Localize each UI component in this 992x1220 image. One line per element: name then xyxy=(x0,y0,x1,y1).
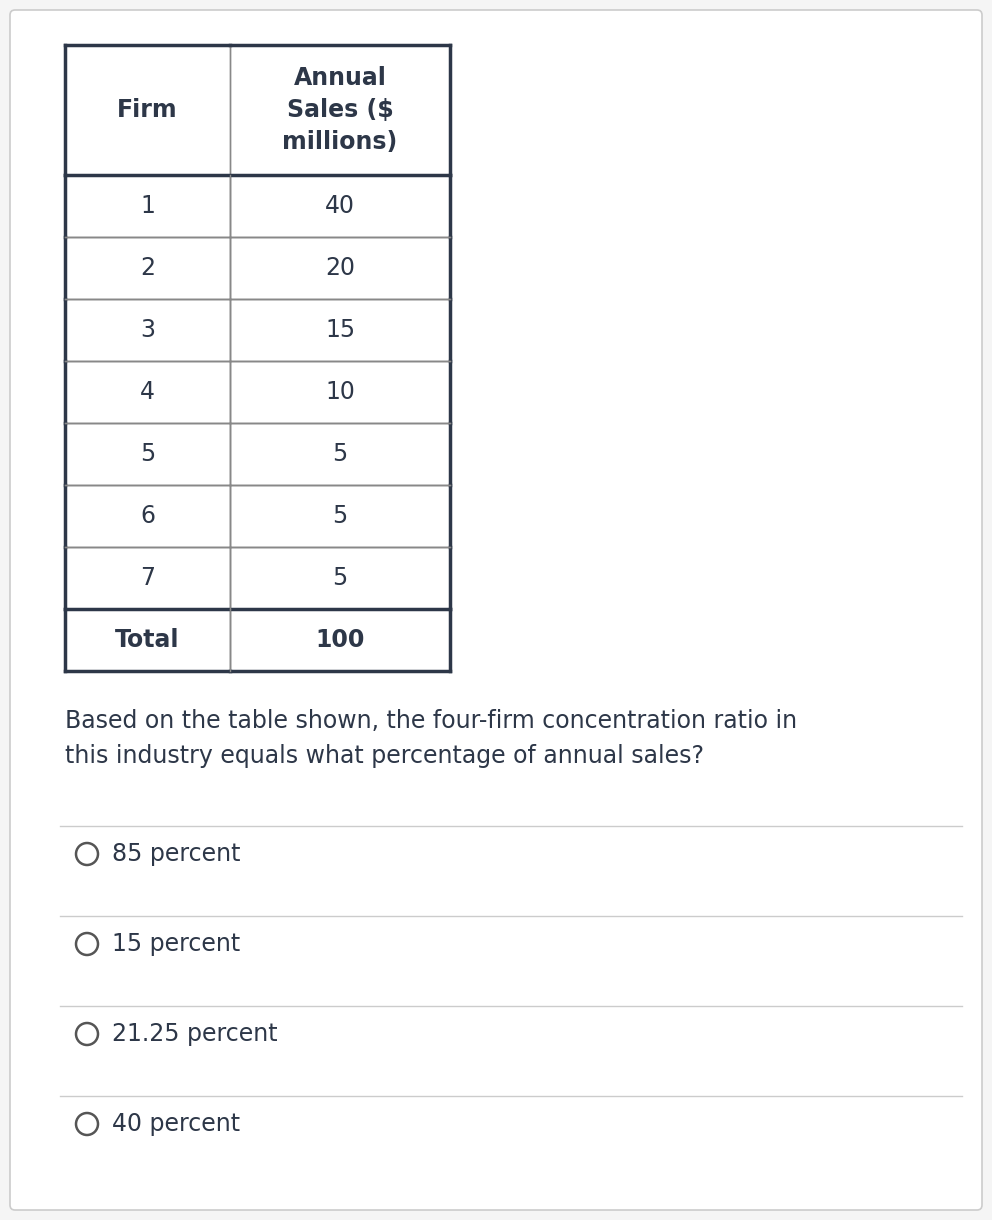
Text: 5: 5 xyxy=(332,442,347,466)
FancyBboxPatch shape xyxy=(10,10,982,1210)
Bar xyxy=(65,299,230,361)
Text: 5: 5 xyxy=(332,566,347,590)
Text: 7: 7 xyxy=(140,566,155,590)
Text: Total: Total xyxy=(115,628,180,651)
Bar xyxy=(230,486,450,547)
Text: 10: 10 xyxy=(325,379,355,404)
Text: Annual
Sales ($
millions): Annual Sales ($ millions) xyxy=(283,66,398,154)
Bar xyxy=(65,237,230,299)
Bar xyxy=(230,174,450,237)
Bar xyxy=(65,361,230,423)
Text: 40 percent: 40 percent xyxy=(112,1111,240,1136)
Text: 15 percent: 15 percent xyxy=(112,932,240,956)
Bar xyxy=(65,486,230,547)
Text: 85 percent: 85 percent xyxy=(112,842,240,866)
Text: 2: 2 xyxy=(140,256,155,281)
Circle shape xyxy=(76,1113,98,1135)
Text: 21.25 percent: 21.25 percent xyxy=(112,1022,278,1046)
Text: 5: 5 xyxy=(332,504,347,528)
Circle shape xyxy=(76,933,98,955)
Text: 15: 15 xyxy=(325,318,355,342)
Text: 40: 40 xyxy=(325,194,355,218)
Text: 5: 5 xyxy=(140,442,155,466)
Circle shape xyxy=(76,843,98,865)
Text: 20: 20 xyxy=(325,256,355,281)
Bar xyxy=(230,361,450,423)
Bar xyxy=(65,45,230,174)
Bar xyxy=(65,423,230,486)
Bar xyxy=(230,237,450,299)
Bar xyxy=(65,609,230,671)
Text: 6: 6 xyxy=(140,504,155,528)
Bar xyxy=(230,547,450,609)
Bar xyxy=(65,547,230,609)
Bar xyxy=(230,423,450,486)
Text: Firm: Firm xyxy=(117,98,178,122)
Text: 1: 1 xyxy=(140,194,155,218)
Bar xyxy=(230,609,450,671)
Bar xyxy=(65,174,230,237)
Bar xyxy=(230,299,450,361)
Text: 4: 4 xyxy=(140,379,155,404)
Text: Based on the table shown, the four-firm concentration ratio in
this industry equ: Based on the table shown, the four-firm … xyxy=(65,709,798,769)
Bar xyxy=(230,45,450,174)
Circle shape xyxy=(76,1024,98,1046)
Text: 100: 100 xyxy=(315,628,365,651)
Text: 3: 3 xyxy=(140,318,155,342)
